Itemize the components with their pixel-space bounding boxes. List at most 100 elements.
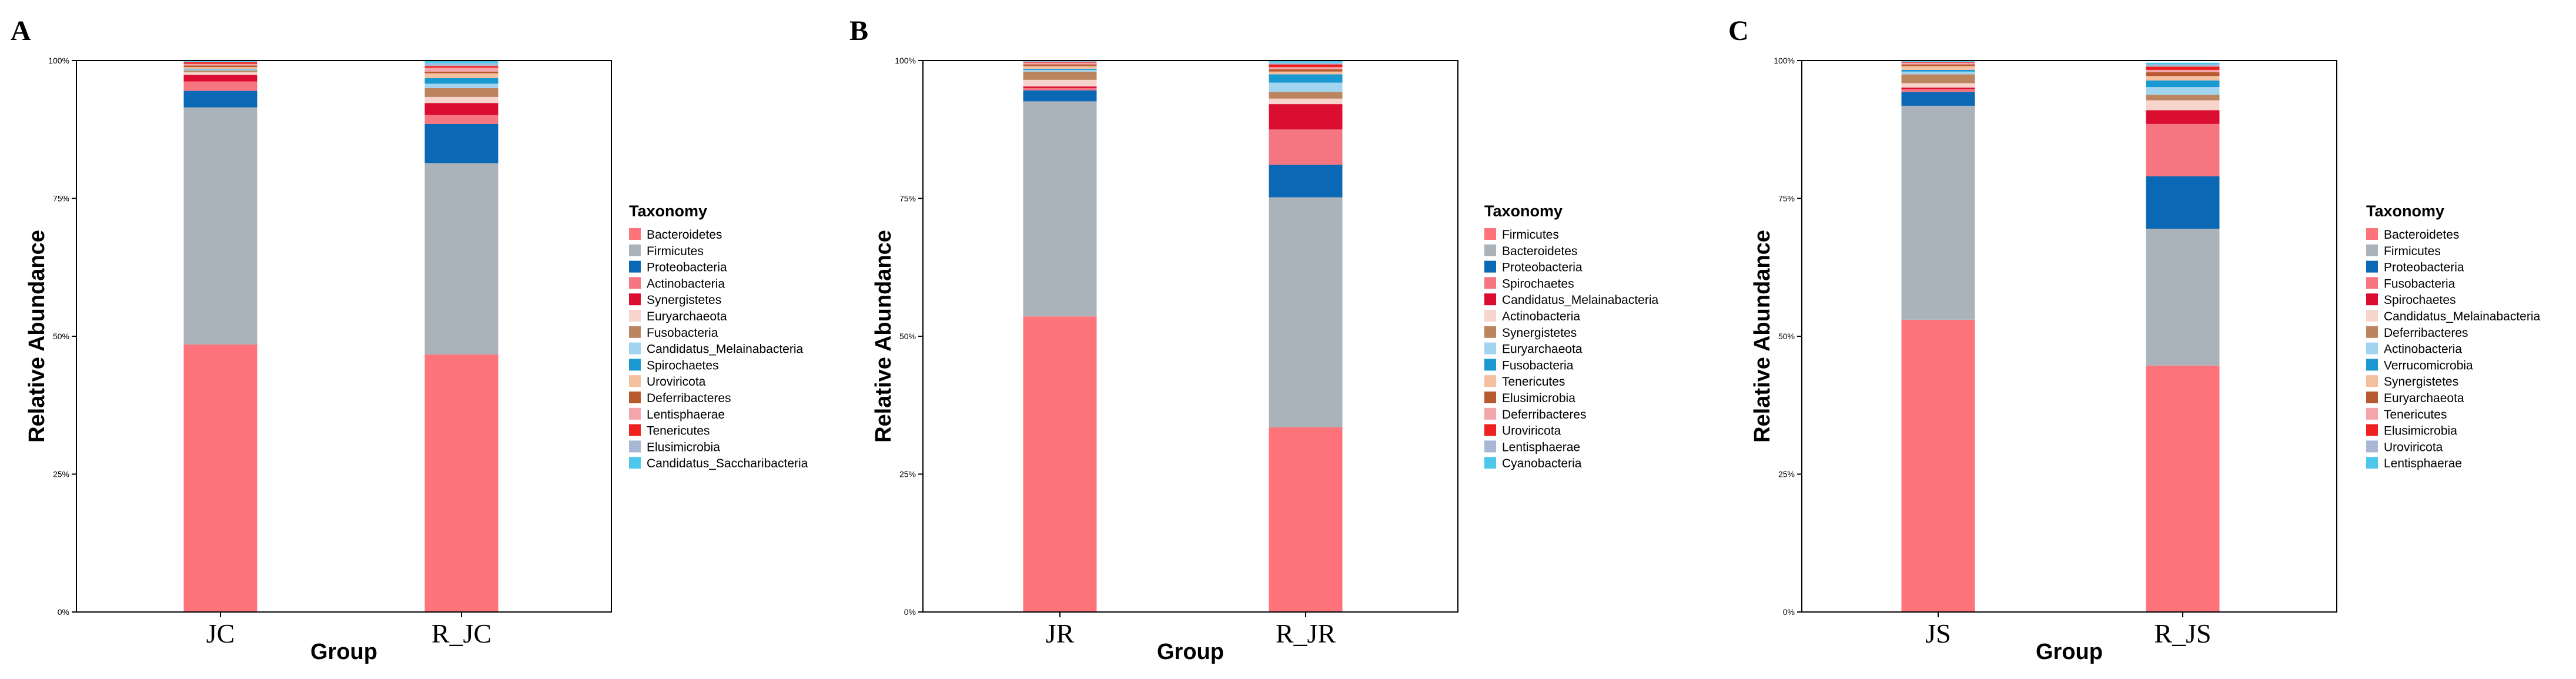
bar-segment-deferribacteres bbox=[2146, 95, 2220, 101]
panel-letter: B bbox=[849, 15, 868, 46]
bar-segment-synergistetes bbox=[1023, 71, 1097, 80]
bar-segment-synergistetes bbox=[424, 103, 499, 115]
bar-segment-fusobacteria bbox=[183, 70, 257, 72]
panel-c: C 0% 25% 50% 75% 100% JS R_JS Group Relative Abun… bbox=[1728, 15, 2540, 664]
plot-frame bbox=[76, 60, 612, 613]
y-tick-label: 50% bbox=[53, 332, 69, 341]
bar-segment-elusimicrobia bbox=[424, 63, 499, 66]
x-axis-title: Group bbox=[2036, 640, 2103, 664]
bar-segment-candidatus-saccharibacteria bbox=[424, 61, 499, 63]
bar-segment-lentisphaerae bbox=[2146, 62, 2220, 65]
bar-segment-proteobacteria bbox=[1269, 165, 1343, 198]
bar-jr bbox=[1023, 61, 1097, 612]
bar-segment-proteobacteria bbox=[183, 91, 257, 108]
legend-item-label: Firmicutes bbox=[1502, 228, 1559, 242]
legend-item-label: Proteobacteria bbox=[2384, 261, 2464, 275]
legend-item-label: Deferribacteres bbox=[647, 392, 731, 405]
bar-segment-actinobacteria bbox=[183, 81, 257, 91]
legend-item-label: Proteobacteria bbox=[647, 261, 727, 275]
bar-segment-candidatus-melainabacteria bbox=[1901, 83, 1975, 88]
legend-item-label: Proteobacteria bbox=[1502, 261, 1583, 275]
bar-segment-proteobacteria bbox=[1901, 92, 1975, 106]
bar-segment-spirochaetes bbox=[1901, 87, 1975, 89]
legend-swatch bbox=[629, 359, 641, 371]
y-tick-label: 100% bbox=[1774, 56, 1795, 65]
bar-segment-bacteroidetes bbox=[1269, 197, 1343, 427]
legend-item-label: Uroviricota bbox=[1502, 424, 1561, 438]
legend-swatch bbox=[2366, 293, 2378, 306]
legend-swatch bbox=[2366, 326, 2378, 338]
bar-segment-tenericutes bbox=[1901, 62, 1975, 65]
legend-item-label: Bacteroidetes bbox=[647, 228, 722, 242]
plot-frame bbox=[922, 60, 1458, 613]
legend-item-label: Candidatus_Melainabacteria bbox=[2384, 310, 2540, 323]
legend-swatch bbox=[1484, 228, 1496, 240]
bar-segment-euryarchaeota bbox=[424, 96, 499, 103]
y-tick-label: 50% bbox=[1778, 332, 1795, 341]
legend-item-label: Spirochaetes bbox=[647, 359, 719, 372]
legend-swatch bbox=[1484, 407, 1496, 420]
legend-swatch bbox=[2366, 342, 2378, 354]
bar-segment-candidatus-melainabacteria bbox=[1269, 104, 1343, 130]
x-axis-title: Group bbox=[310, 640, 377, 664]
legend-swatch bbox=[629, 375, 641, 387]
bar-segment-fusobacteria bbox=[1901, 89, 1975, 92]
x-tick-label: JR bbox=[1046, 618, 1075, 648]
legend-swatch bbox=[629, 342, 641, 354]
legend-swatch bbox=[629, 392, 641, 403]
bar-segment-lentisphaerae bbox=[1023, 61, 1097, 62]
legend-item-label: Uroviricota bbox=[2384, 440, 2443, 454]
bar-segment-synergistetes bbox=[2146, 76, 2220, 81]
bar-segment-euryarchaeota bbox=[1901, 64, 1975, 66]
bar-segment-euryarchaeota bbox=[183, 72, 257, 75]
y-axis-title: Relative Abundance bbox=[871, 230, 896, 443]
legend-swatch bbox=[2366, 407, 2378, 420]
bar-segment-synergistetes bbox=[1269, 92, 1343, 99]
legend-item-label: Spirochaetes bbox=[2384, 293, 2456, 307]
plot-frame bbox=[1801, 60, 2337, 613]
bar-segment-fusobacteria bbox=[424, 88, 499, 97]
legend-item-label: Tenericutes bbox=[2384, 408, 2447, 422]
bar-segment-firmicutes bbox=[183, 107, 257, 345]
y-tick-label: 25% bbox=[1778, 470, 1795, 479]
legend-item-label: Lentisphaerae bbox=[2384, 457, 2462, 470]
bar-segment-tenericutes bbox=[183, 62, 257, 64]
legend-swatch bbox=[1484, 326, 1496, 338]
bar-segment-deferribacteres bbox=[1269, 67, 1343, 70]
legend-swatch bbox=[2366, 310, 2378, 322]
legend-swatch bbox=[2366, 392, 2378, 403]
x-tick-label: R_JC bbox=[431, 618, 491, 648]
legend-item-label: Synergistetes bbox=[647, 293, 721, 307]
x-axis-title: Group bbox=[1157, 640, 1224, 664]
legend-swatch bbox=[2366, 260, 2378, 273]
legend-item-label: Tenericutes bbox=[647, 424, 710, 438]
legend-swatch bbox=[1484, 244, 1496, 256]
legend-item-label: Euryarchaeota bbox=[647, 310, 727, 323]
bar-segment-synergistetes bbox=[1901, 66, 1975, 70]
legend: Taxonomy Bacteroidetes Firmicutes Proteobac… bbox=[2366, 202, 2540, 470]
bar-r-jr bbox=[1269, 61, 1343, 612]
legend-item-label: Bacteroidetes bbox=[1502, 245, 1577, 258]
legend-swatch bbox=[629, 407, 641, 420]
bar-segment-deferribacteres bbox=[1023, 62, 1097, 65]
y-tick-label: 50% bbox=[899, 332, 916, 341]
y-tick-label: 75% bbox=[53, 194, 69, 203]
bar-segment-elusimicrobia bbox=[2146, 66, 2220, 70]
legend-item-label: Actinobacteria bbox=[1502, 310, 1580, 323]
legend: Taxonomy Bacteroidetes Firmicutes Proteobac… bbox=[629, 202, 808, 470]
legend-item-label: Spirochaetes bbox=[1502, 277, 1574, 290]
bar-segment-synergistetes bbox=[183, 75, 257, 82]
bar-segment-actinobacteria bbox=[424, 115, 499, 124]
y-tick-label: 100% bbox=[48, 56, 69, 65]
bar-segment-uroviricota bbox=[1023, 62, 1097, 63]
bar-segment-lentisphaerae bbox=[1901, 61, 1975, 62]
legend: Taxonomy Firmicutes Bacteroidetes Proteobac… bbox=[1484, 202, 1658, 470]
legend-swatch bbox=[629, 277, 641, 289]
bar-segment-candidatus-melainabacteria bbox=[2146, 100, 2220, 111]
legend-swatch bbox=[1484, 310, 1496, 322]
legend-title: Taxonomy bbox=[2366, 202, 2444, 220]
legend-swatch bbox=[629, 244, 641, 256]
x-tick-label: JC bbox=[206, 618, 235, 648]
bar-segment-fusobacteria bbox=[1023, 69, 1097, 70]
bar-segment-candidatus-melainabacteria bbox=[424, 83, 499, 88]
